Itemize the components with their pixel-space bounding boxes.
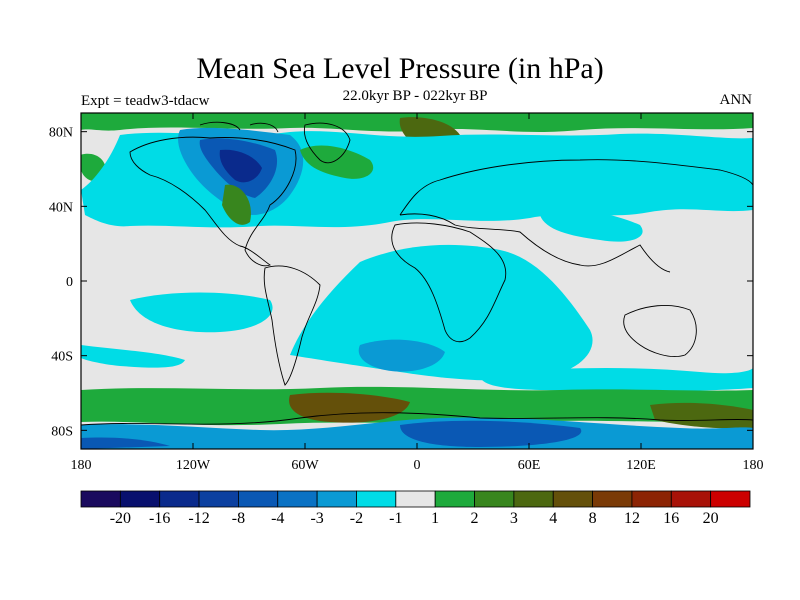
lon-tick-label: 180	[743, 458, 764, 473]
colorbar-swatch	[119, 490, 161, 508]
lon-tick-label: 120E	[626, 458, 656, 473]
colorbar-swatch	[710, 490, 751, 508]
colorbar-label: 12	[624, 510, 640, 527]
southwest-pacific-negative	[81, 345, 185, 368]
australia-coast	[623, 305, 697, 357]
lat-tick-label: 40N	[49, 200, 73, 215]
north-america-coast	[129, 136, 297, 267]
antarctic-west-low	[81, 437, 170, 449]
lon-tick-label: 60W	[291, 458, 319, 473]
laurentide-low-center	[219, 149, 262, 183]
colorbar-label: -12	[188, 510, 209, 527]
lat-tick-label: 0	[66, 275, 73, 290]
lat-tick-label: 80S	[51, 424, 73, 439]
lon-tick-label: 180	[71, 458, 92, 473]
antarctica-coast	[81, 412, 753, 426]
africa-coast	[391, 222, 507, 343]
north-america-green	[222, 184, 251, 225]
chart-title: Mean Sea Level Pressure (in hPa)	[196, 52, 604, 85]
longitude-axis: 180 120W 60W 0 60E 120E 180	[71, 113, 764, 473]
colorbar-swatch	[670, 490, 712, 508]
arctic-islands-coast	[199, 121, 279, 133]
lat-tick-label: 40S	[51, 350, 73, 365]
lon-tick-label: 120W	[176, 458, 211, 473]
colorbar-swatch	[198, 490, 239, 508]
colorbar-label: 16	[663, 510, 679, 527]
colorbar-swatch	[316, 490, 357, 508]
ross-brown-patch	[650, 402, 753, 429]
lat-tick-label: 80N	[49, 126, 73, 141]
pressure-field	[81, 113, 753, 449]
colorbar-swatch	[238, 490, 279, 508]
colorbar-swatch	[474, 490, 515, 508]
colorbar-label: -20	[110, 510, 131, 527]
arabian-negative	[540, 210, 643, 242]
weddell-high	[289, 392, 410, 423]
colorbar-swatch	[159, 490, 200, 508]
southern-ocean-negative	[480, 368, 753, 392]
colorbar-swatch	[80, 490, 121, 508]
antarctic-low-core	[400, 420, 582, 447]
chart-subtitle: 22.0kyr BP - 022kyr BP	[342, 88, 488, 104]
lon-tick-label: 0	[414, 458, 421, 473]
southern-positive-band	[81, 386, 753, 426]
colorbar-swatch	[395, 490, 436, 508]
colorbar-swatch	[356, 490, 397, 508]
north-atlantic-green	[300, 145, 374, 179]
colorbar-label: -4	[271, 510, 284, 527]
latitude-axis: 80N 40N 0 40S 80S	[49, 126, 753, 439]
colorbar-label: -8	[232, 510, 245, 527]
colorbar-label: -1	[389, 510, 402, 527]
coastlines	[81, 121, 753, 426]
colorbar-swatch	[552, 490, 593, 508]
colorbar-swatch	[513, 490, 554, 508]
colorbar-label: 20	[703, 510, 719, 527]
colorbar-swatch	[434, 490, 475, 508]
colorbar-swatch	[592, 490, 633, 508]
lon-tick-label: 60E	[518, 458, 541, 473]
south-america-coast	[263, 265, 321, 386]
south-pacific-negative	[130, 292, 273, 333]
experiment-label: Expt = teadw3-tdacw	[81, 93, 210, 109]
colorbar-swatch	[277, 490, 318, 508]
colorbar-swatch	[631, 490, 672, 508]
south-atlantic-deeper	[358, 339, 445, 372]
colorbar-label: 2	[471, 510, 479, 527]
greenland-coast	[303, 122, 351, 164]
colorbar-label: 1	[431, 510, 439, 527]
colorbar-label: 3	[510, 510, 518, 527]
colorbar-label: 4	[549, 510, 557, 527]
colorbar-label: -16	[149, 510, 170, 527]
eurasia-coast	[399, 159, 753, 273]
colorbar: -20 -16 -12 -8 -4 -3 -2 -1 1 2 3 4 8 12 16 20	[80, 490, 751, 527]
colorbar-label: 8	[589, 510, 597, 527]
colorbar-label: -2	[350, 510, 363, 527]
season-label: ANN	[719, 92, 753, 108]
colorbar-label: -3	[310, 510, 323, 527]
